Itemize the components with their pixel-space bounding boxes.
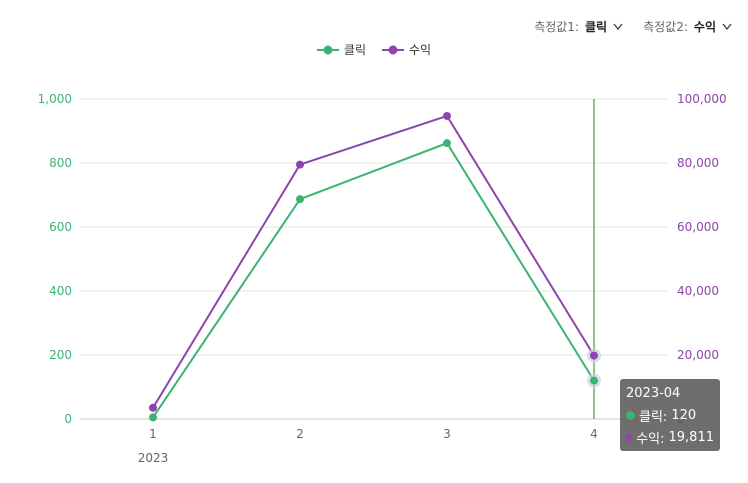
tooltip-value-revenue: 19,811 (668, 430, 715, 445)
chevron-down-icon (613, 23, 623, 30)
y-left-tick-label: 600 (49, 220, 72, 234)
y-left-tick-label: 1,000 (38, 92, 72, 106)
data-point (590, 351, 598, 360)
data-point (296, 160, 304, 169)
tooltip-label-revenue: 수익: (636, 432, 665, 447)
chart-legend: 클릭 수익 (0, 41, 748, 58)
y-left-tick-label: 400 (49, 284, 72, 298)
measure2-dropdown[interactable]: 측정값2: 수익 (643, 18, 732, 35)
measure-selectors: 측정값1: 클릭 측정값2: 수익 (534, 18, 732, 35)
data-point (149, 403, 157, 412)
tooltip-title: 2023-04 (626, 386, 681, 401)
x-group-label: 2023 (138, 451, 169, 465)
measure1-label: 측정값1: (534, 20, 579, 34)
tooltip-label-clicks: 클릭: (639, 410, 668, 425)
data-point (296, 195, 304, 204)
x-tick-label: 4 (590, 427, 598, 441)
data-point (443, 111, 451, 120)
measure2-value: 수익 (693, 20, 716, 34)
y-left-tick-label: 800 (49, 156, 72, 170)
y-right-tick-label: 80,000 (677, 156, 719, 170)
y-left-tick-label: 0 (64, 412, 72, 426)
hover-tooltip: 2023-04 클릭: 120 수익: 19,811 (620, 379, 720, 451)
series-line (152, 141, 595, 418)
x-tick-label: 2 (296, 427, 304, 441)
legend-label-clicks: 클릭 (343, 43, 366, 57)
legend-item-clicks[interactable]: 클릭 (316, 41, 366, 58)
data-point (149, 413, 157, 422)
x-tick-label: 1 (149, 427, 157, 441)
tooltip-row-revenue: 수익: 19,811 (626, 428, 714, 447)
dot-icon (626, 411, 635, 420)
y-right-tick-label: 20,000 (677, 348, 719, 362)
tooltip-value-clicks: 120 (671, 408, 697, 423)
x-tick-label: 3 (443, 427, 451, 441)
y-left-tick-label: 200 (49, 348, 72, 362)
legend-label-revenue: 수익 (409, 43, 432, 57)
legend-item-revenue[interactable]: 수익 (382, 41, 431, 58)
y-right-tick-label: 60,000 (677, 220, 719, 234)
tooltip-row-clicks: 클릭: 120 (626, 406, 714, 425)
y-right-tick-label: 40,000 (677, 284, 719, 298)
chevron-down-icon (722, 23, 732, 30)
series-line (152, 114, 595, 409)
y-right-tick-label: 100,000 (677, 92, 727, 106)
dot-icon (626, 433, 633, 442)
measure1-value: 클릭 (585, 20, 608, 34)
data-point (443, 139, 451, 148)
legend-line-marker-icon (382, 45, 404, 54)
data-point (590, 376, 598, 385)
measure1-dropdown[interactable]: 측정값1: 클릭 (534, 18, 623, 35)
legend-line-marker-icon (316, 45, 339, 54)
measure2-label: 측정값2: (643, 20, 688, 34)
